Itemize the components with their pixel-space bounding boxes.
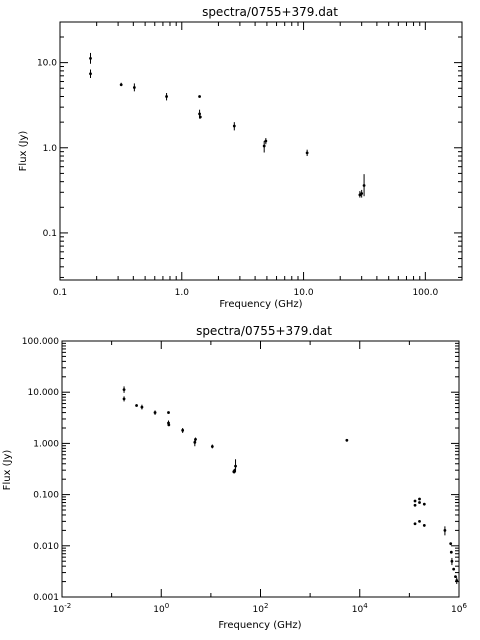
data-point — [422, 524, 426, 527]
y-axis-label: Flux (Jy) — [18, 131, 29, 172]
data-point — [345, 438, 349, 442]
y-tick-label: 10.0 — [37, 59, 57, 69]
data-point — [264, 139, 268, 143]
data-point — [132, 86, 136, 89]
data-point — [418, 501, 421, 504]
data-point — [360, 192, 364, 195]
data-point — [210, 445, 214, 448]
data-points — [122, 386, 459, 584]
data-point — [418, 497, 421, 501]
x-tick-label: 100.0 — [412, 288, 438, 298]
data-point — [413, 522, 417, 526]
plot-frame — [61, 340, 460, 598]
y-tick-label: 0.1 — [43, 229, 57, 239]
data-point — [167, 423, 171, 427]
data-point — [418, 519, 421, 523]
data-point — [122, 397, 126, 401]
data-point — [198, 95, 201, 98]
data-point — [232, 124, 236, 128]
data-point — [305, 151, 309, 155]
data-point — [165, 95, 168, 98]
data-point — [455, 579, 459, 582]
chart-title: spectra/0755+379.dat — [196, 324, 332, 338]
data-point — [450, 559, 454, 563]
x-tick-label: 104 — [352, 602, 368, 615]
data-point — [181, 428, 185, 432]
y-tick-label: 0.100 — [33, 491, 59, 501]
data-point — [122, 388, 126, 392]
data-point — [452, 567, 456, 571]
data-point — [443, 528, 447, 532]
data-point — [234, 464, 237, 468]
data-point — [193, 440, 197, 444]
x-tick-label: 102 — [253, 602, 269, 615]
y-tick-label: 1.0 — [43, 144, 58, 154]
data-point — [135, 404, 138, 407]
y-axis-label: Flux (Jy) — [2, 450, 13, 491]
y-tick-label: 0.010 — [33, 542, 59, 552]
x-axis-label: Frequency (GHz) — [219, 299, 302, 310]
data-point — [140, 405, 144, 409]
y-tick-label: 0.001 — [33, 593, 59, 603]
data-point — [454, 575, 457, 579]
data-point — [198, 112, 201, 116]
y-tick-label: 100.000 — [22, 337, 59, 347]
data-point — [153, 411, 157, 414]
data-point — [89, 72, 92, 76]
x-axis-label: Frequency (GHz) — [218, 620, 301, 631]
data-point — [194, 437, 197, 441]
data-point — [167, 411, 170, 414]
x-tick-label: 100 — [153, 602, 169, 615]
x-tick-label: 1.0 — [175, 288, 190, 298]
x-tick-label: 106 — [451, 602, 467, 615]
x-tick-label: 10-2 — [53, 602, 71, 615]
plot-frame — [59, 21, 463, 281]
y-tick-label: 10.000 — [28, 388, 60, 398]
data-point — [413, 503, 417, 507]
data-point — [198, 115, 202, 119]
chart-bottom: spectra/0755+379.dat Frequency (GHz) Flu… — [2, 324, 467, 631]
x-tick-label: 10.0 — [294, 288, 314, 298]
axis-ticks: 0.1 1.0 10.0 100.0 0.1 1.0 10.0 — [37, 22, 462, 298]
data-point — [362, 184, 366, 187]
data-point — [262, 144, 266, 148]
x-tick-label: 0.1 — [53, 288, 67, 298]
data-point — [89, 57, 92, 60]
axis-ticks: 10-2 100 102 104 106 0.001 0.010 0.100 1.000 10.0… — [22, 337, 468, 615]
data-point — [422, 502, 426, 506]
chart-title: spectra/0755+379.dat — [202, 5, 338, 19]
chart-top: spectra/0755+379.dat Frequency (GHz) Flu… — [18, 5, 463, 310]
data-point — [119, 83, 123, 87]
data-points — [89, 52, 366, 198]
data-point — [449, 542, 453, 546]
data-point — [449, 550, 453, 554]
y-tick-label: 1.000 — [33, 439, 59, 449]
data-point — [413, 499, 417, 503]
